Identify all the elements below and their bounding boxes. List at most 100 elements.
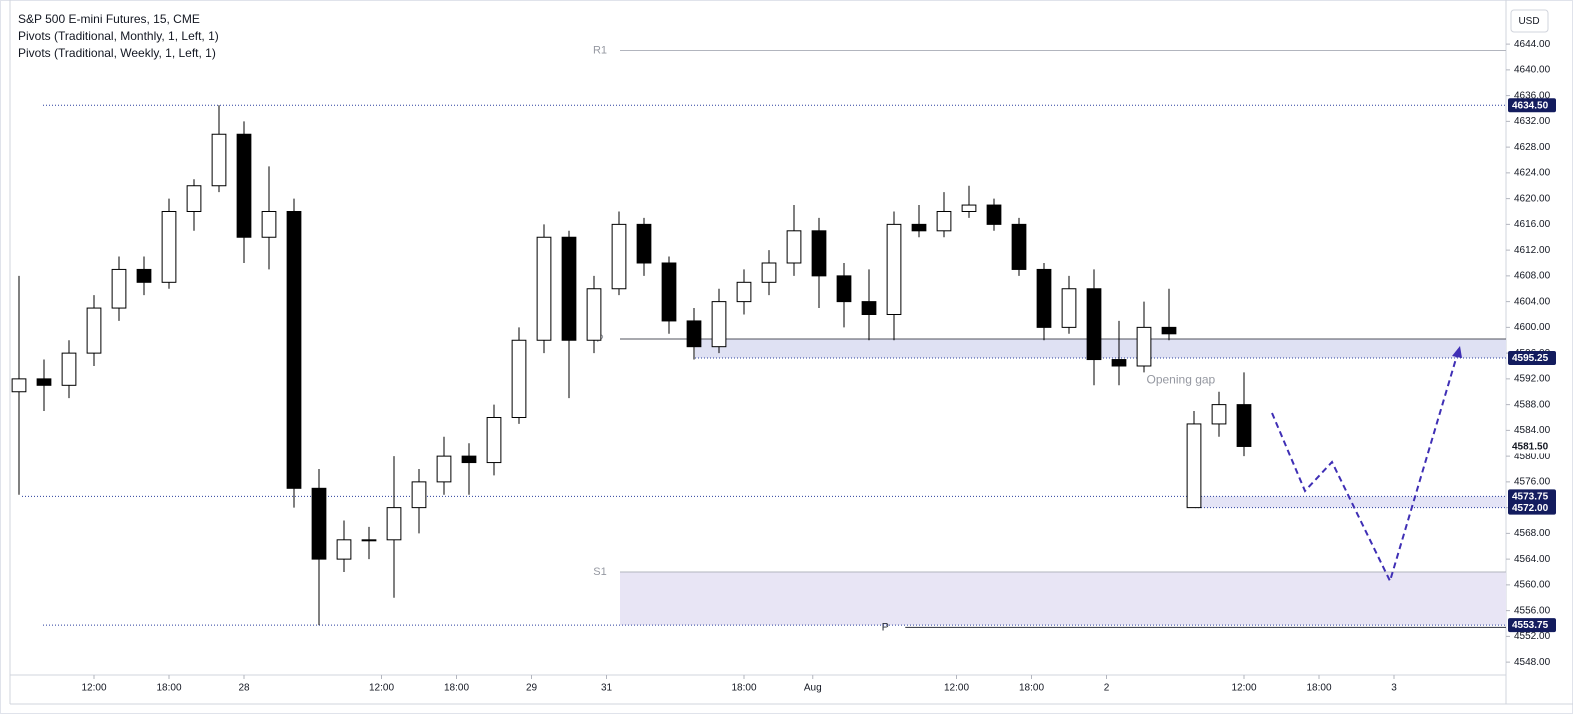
candle-body xyxy=(1161,326,1177,335)
price-badge-label: 4595.25 xyxy=(1512,353,1549,364)
y-tick-label: 4548.00 xyxy=(1514,657,1551,668)
candle-body xyxy=(1236,404,1252,447)
candle-body xyxy=(1061,288,1077,328)
pivot-label: P xyxy=(882,621,889,633)
candle-body xyxy=(1211,404,1227,425)
candle-body xyxy=(161,210,177,283)
candle-body xyxy=(511,339,527,418)
candle-body xyxy=(236,133,252,238)
y-tick-label: 4592.00 xyxy=(1514,374,1551,385)
y-tick-label: 4640.00 xyxy=(1514,65,1551,76)
zone xyxy=(620,571,1506,626)
candle-body xyxy=(36,378,52,386)
y-tick-label: 4576.00 xyxy=(1514,477,1551,488)
candle-body xyxy=(586,288,602,341)
candle-body xyxy=(786,230,802,264)
x-tick-label: 31 xyxy=(601,683,613,694)
y-tick-label: 4628.00 xyxy=(1514,142,1551,153)
y-tick-label: 4600.00 xyxy=(1514,322,1551,333)
candle-body xyxy=(536,236,552,341)
candle-body xyxy=(1111,359,1127,367)
y-tick-label: 4632.00 xyxy=(1514,116,1551,127)
candle-body xyxy=(1011,223,1027,270)
price-badge-label: 4573.75 xyxy=(1512,491,1549,502)
candle-body xyxy=(336,539,352,560)
price-badge-label: 4572.00 xyxy=(1512,503,1549,514)
forecast-arrowhead xyxy=(1452,346,1462,358)
x-tick-label: 18:00 xyxy=(444,683,469,694)
candle-body xyxy=(436,455,452,483)
y-tick-label: 4556.00 xyxy=(1514,605,1551,616)
x-tick-label: 18:00 xyxy=(1019,683,1044,694)
y-tick-label: 4580.00 xyxy=(1514,451,1551,462)
x-tick-label: 29 xyxy=(526,683,538,694)
x-tick-label: Aug xyxy=(804,683,822,694)
candle-body xyxy=(886,223,902,315)
y-tick-label: 4564.00 xyxy=(1514,554,1551,565)
indicator-label: Pivots (Traditional, Monthly, 1, Left, 1… xyxy=(18,29,219,43)
x-tick-label: 12:00 xyxy=(369,683,394,694)
x-tick-label: 12:00 xyxy=(944,683,969,694)
candle-body xyxy=(986,204,1002,225)
x-tick-label: 3 xyxy=(1391,683,1397,694)
y-tick-label: 4644.00 xyxy=(1514,39,1551,50)
x-tick-label: 18:00 xyxy=(731,683,756,694)
annotation: Opening gap xyxy=(1147,372,1216,386)
candle-body xyxy=(136,268,152,283)
candle-body xyxy=(961,204,977,212)
candle-body xyxy=(661,262,677,322)
candle-body xyxy=(1186,423,1202,509)
zone xyxy=(1195,496,1506,508)
x-tick-label: 28 xyxy=(238,683,250,694)
candle-body xyxy=(111,268,127,309)
y-tick-label: 4608.00 xyxy=(1514,271,1551,282)
candles xyxy=(11,105,1252,626)
candle-body xyxy=(636,223,652,264)
y-tick-label: 4560.00 xyxy=(1514,580,1551,591)
price-badge-label: 4553.75 xyxy=(1512,620,1549,631)
pivot-label: S1 xyxy=(593,566,606,578)
chart-title: S&P 500 E-mini Futures, 15, CME xyxy=(18,12,200,26)
x-tick-label: 2 xyxy=(1104,683,1110,694)
candle-body xyxy=(736,281,752,303)
candle-body xyxy=(1036,268,1052,328)
price-badge xyxy=(1508,618,1556,633)
candle-body xyxy=(1136,326,1152,367)
y-tick-label: 4636.00 xyxy=(1514,90,1551,101)
candle-body xyxy=(486,416,502,464)
x-tick-label: 12:00 xyxy=(1231,683,1256,694)
x-tick-label: 18:00 xyxy=(156,683,181,694)
candle-body xyxy=(386,507,402,541)
y-tick-label: 4604.00 xyxy=(1514,296,1551,307)
axis-layer: 4548.00 4552.00 4556.00 4560.00 4564.00 4568.… xyxy=(81,39,1556,694)
x-tick-label: 12:00 xyxy=(81,683,106,694)
candle-body xyxy=(936,210,952,232)
candle-body xyxy=(411,481,427,509)
candle-body xyxy=(1086,288,1102,361)
price-badge xyxy=(1508,489,1556,504)
candle-body xyxy=(186,185,202,212)
y-tick-label: 4584.00 xyxy=(1514,425,1551,436)
last-price-badge xyxy=(1508,439,1556,454)
y-tick-label: 4568.00 xyxy=(1514,528,1551,539)
candle-body xyxy=(761,262,777,283)
candle-body xyxy=(686,320,702,348)
currency-button[interactable] xyxy=(1510,9,1549,33)
candle-body xyxy=(311,487,327,560)
y-tick-label: 4616.00 xyxy=(1514,219,1551,230)
candle-body xyxy=(286,210,302,489)
y-tick-label: 4612.00 xyxy=(1514,245,1551,256)
candle-body xyxy=(86,307,102,354)
currency-label[interactable]: USD xyxy=(1518,16,1539,27)
y-tick-label: 4552.00 xyxy=(1514,631,1551,642)
pivot-label: R1 xyxy=(593,44,607,56)
indicator-label: Pivots (Traditional, Weekly, 1, Left, 1) xyxy=(18,46,216,60)
y-tick-label: 4588.00 xyxy=(1514,399,1551,410)
price-badge-label: 4634.50 xyxy=(1512,100,1549,111)
x-tick-label: 18:00 xyxy=(1306,683,1331,694)
candle-body xyxy=(861,301,877,315)
y-tick-label: 4620.00 xyxy=(1514,193,1551,204)
candle-body xyxy=(711,301,727,348)
candle-body xyxy=(61,352,77,386)
